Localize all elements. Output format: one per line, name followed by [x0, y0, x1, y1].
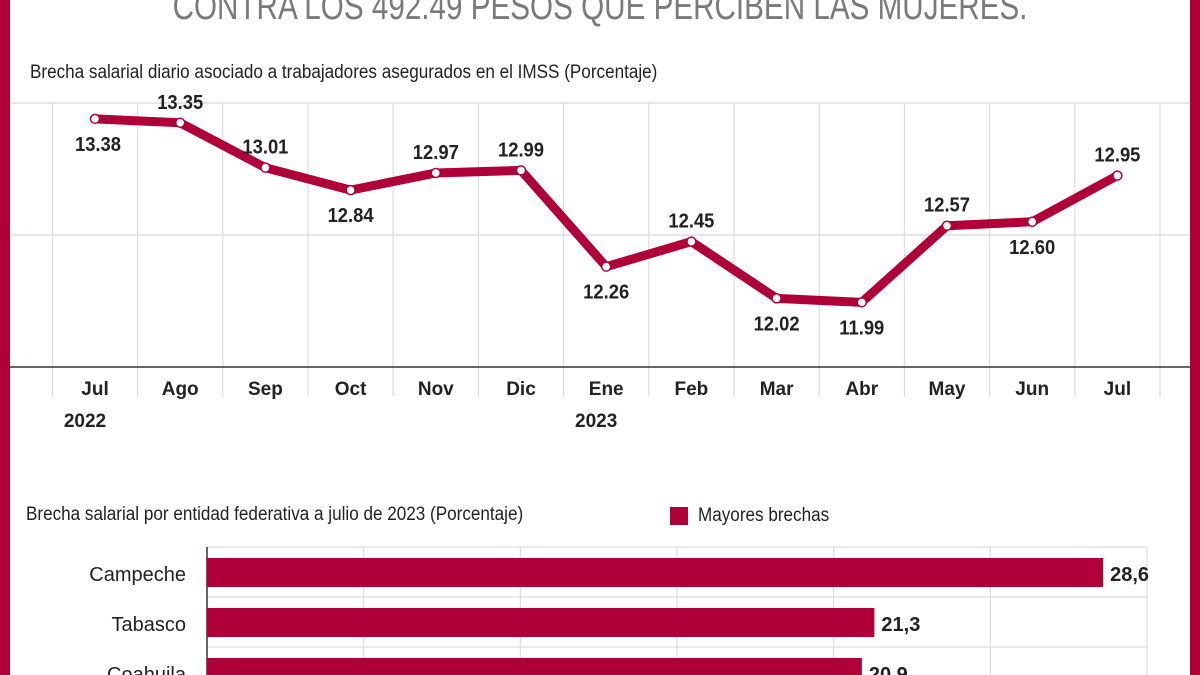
data-label: 12.45	[668, 211, 714, 233]
data-label: 12.57	[924, 195, 970, 217]
data-label: 12.99	[498, 140, 544, 162]
legend: Mayores brechas	[670, 505, 844, 527]
x-tick-label: Feb	[675, 379, 709, 400]
data-point	[771, 293, 782, 304]
bar-value-label: 28,6	[1110, 564, 1149, 586]
x-tick-label: Jun	[1015, 379, 1049, 400]
x-tick-label: Abr	[845, 379, 878, 400]
data-point	[89, 113, 101, 125]
category-label: Coahuila	[107, 664, 187, 675]
data-label: 13.01	[242, 137, 288, 159]
data-point	[260, 162, 271, 173]
data-label: 12.60	[1009, 237, 1055, 259]
data-point	[600, 261, 612, 272]
headline: CONTRA LOS 492.49 PESOS QUE PERCIBEN LAS…	[172, 0, 1028, 28]
bar	[207, 558, 1104, 587]
data-point	[174, 117, 186, 129]
data-point	[430, 167, 442, 179]
data-point	[941, 220, 953, 232]
data-point	[1112, 170, 1123, 181]
data-point	[345, 184, 356, 196]
bar	[207, 608, 875, 637]
x-tick-label: Nov	[418, 379, 454, 400]
year-label: 2023	[575, 411, 617, 432]
data-label: 12.02	[754, 314, 800, 336]
year-label: 2022	[64, 411, 106, 432]
x-tick-label: Jul	[81, 379, 108, 400]
line-chart-title: Brecha salarial diario asociado a trabaj…	[30, 62, 658, 83]
data-label: 12.84	[328, 205, 374, 227]
x-tick-label: Mar	[760, 379, 794, 400]
bar	[207, 658, 862, 675]
category-label: Campeche	[89, 564, 186, 586]
legend-label: Mayores brechas	[698, 505, 830, 526]
data-point	[686, 236, 697, 247]
x-tick-label: Jul	[1104, 379, 1131, 400]
data-label: 12.95	[1094, 145, 1140, 167]
bar-value-label: 21,3	[881, 614, 920, 636]
data-label: 12.26	[583, 282, 629, 304]
x-tick-label: Dic	[506, 379, 536, 400]
x-tick-label: Sep	[248, 379, 283, 400]
right-border	[1190, 0, 1200, 675]
legend-swatch	[670, 507, 688, 525]
x-tick-label: Ago	[162, 379, 199, 400]
data-point	[1026, 216, 1038, 228]
x-tick-label: May	[929, 379, 966, 400]
data-label: 11.99	[839, 318, 884, 340]
data-label: 12.97	[413, 142, 459, 164]
bar-value-label: 20,9	[869, 664, 908, 675]
data-label: 13.38	[75, 134, 121, 156]
bar-chart-title: Brecha salarial por entidad federativa a…	[26, 504, 524, 525]
data-label: 13.35	[157, 92, 203, 114]
left-border	[0, 0, 10, 675]
data-point	[856, 297, 868, 308]
category-label: Tabasco	[112, 614, 187, 636]
data-point	[515, 165, 527, 176]
x-tick-label: Oct	[335, 379, 367, 400]
x-tick-label: Ene	[589, 379, 624, 400]
